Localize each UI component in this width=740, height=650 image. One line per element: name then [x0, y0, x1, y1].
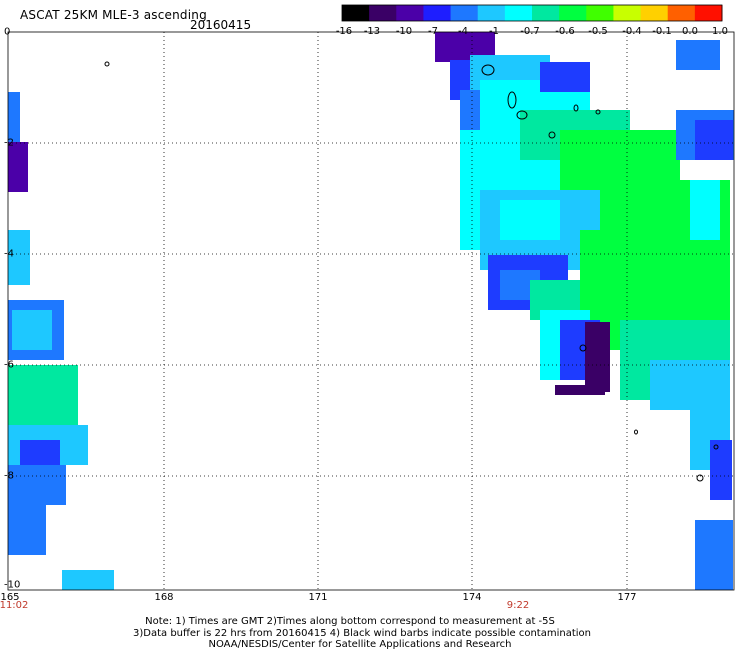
colorbar [341, 4, 723, 22]
lat-lon-gridlines [8, 32, 734, 590]
colorbar-segment [504, 5, 533, 21]
island-outline [104, 61, 110, 67]
map-date: 20160415 [190, 18, 252, 32]
colorbar-border [341, 4, 723, 22]
island-outline [595, 109, 601, 115]
island-outline [713, 444, 719, 450]
colorbar-segment [694, 5, 723, 21]
colorbar-segment [477, 5, 506, 21]
island-outline [481, 64, 495, 76]
swath-block [710, 440, 732, 500]
colorbar-segment [369, 5, 397, 21]
swath-block [695, 520, 733, 590]
colorbar-label: -0.6 [555, 26, 575, 37]
colorbar-label: -4 [458, 26, 468, 37]
swath-block [555, 385, 605, 395]
colorbar-label: -0.1 [652, 26, 672, 37]
swath-block [8, 142, 28, 192]
colorbar-label: -0.7 [520, 26, 540, 37]
lat-label: -10 [4, 579, 21, 591]
swath-block [676, 40, 720, 70]
swath-time-label: 9:22 [506, 600, 530, 611]
colorbar-label: -0.4 [622, 26, 642, 37]
map-frame [7, 31, 735, 591]
lat-label: -4 [4, 248, 14, 260]
colorbar-segment [586, 5, 614, 21]
lon-label: 177 [617, 592, 637, 603]
swath-block [8, 505, 46, 555]
colorbar-segment [532, 5, 560, 21]
lat-label: -6 [4, 359, 14, 371]
lon-label: 168 [154, 592, 174, 603]
island-outline [634, 429, 638, 435]
colorbar-label: -16 [335, 26, 353, 37]
colorbar-label: -7 [428, 26, 438, 37]
swath-block [695, 120, 733, 160]
island-outline [696, 474, 704, 482]
colorbar-segment [396, 5, 424, 21]
map-title: ASCAT 25KM MLE-3 ascending [20, 8, 207, 22]
swath-block [540, 62, 590, 92]
colorbar-segment [450, 5, 479, 21]
colorbar-label: 1.0 [712, 26, 728, 37]
swath-block [62, 570, 114, 590]
scatterometer-swaths [8, 32, 734, 590]
island-outlines [104, 61, 719, 482]
island-outline [579, 344, 587, 352]
colorbar-label: -13 [363, 26, 381, 37]
swath-time-label: 11:02 [0, 600, 29, 611]
lat-label: -8 [4, 470, 14, 482]
lat-label: -2 [4, 137, 14, 149]
colorbar-label: -1 [489, 26, 499, 37]
swath-block [585, 322, 610, 392]
swath-block [8, 465, 66, 505]
colorbar-segment [667, 5, 696, 21]
footnote-line-1: Note: 1) Times are GMT 2)Times along bot… [145, 616, 555, 627]
footnote-line-3: NOAA/NESDIS/Center for Satellite Applica… [208, 639, 512, 650]
swath-block [12, 310, 52, 350]
colorbar-segment [423, 5, 452, 21]
lon-label: 174 [462, 592, 482, 603]
footnote-line-2: 3)Data buffer is 22 hrs from 20160415 4)… [133, 628, 591, 639]
lat-label: 0 [4, 26, 11, 38]
lon-label: 165 [0, 592, 20, 603]
colorbar-label: -0.5 [588, 26, 608, 37]
swath-block [8, 92, 20, 142]
swath-block [500, 200, 560, 240]
swath-block [8, 230, 30, 285]
island-outline [548, 131, 556, 139]
colorbar-label: 0.0 [682, 26, 698, 37]
swath-block [690, 180, 720, 240]
island-outline [507, 91, 517, 109]
colorbar-segment [613, 5, 642, 21]
island-outline [573, 104, 579, 112]
swath-block [8, 365, 78, 425]
colorbar-segment [559, 5, 587, 21]
colorbar-segment [640, 5, 669, 21]
colorbar-label: -10 [395, 26, 413, 37]
lon-label: 171 [308, 592, 328, 603]
island-outline [516, 110, 528, 120]
colorbar-segment [342, 5, 370, 21]
